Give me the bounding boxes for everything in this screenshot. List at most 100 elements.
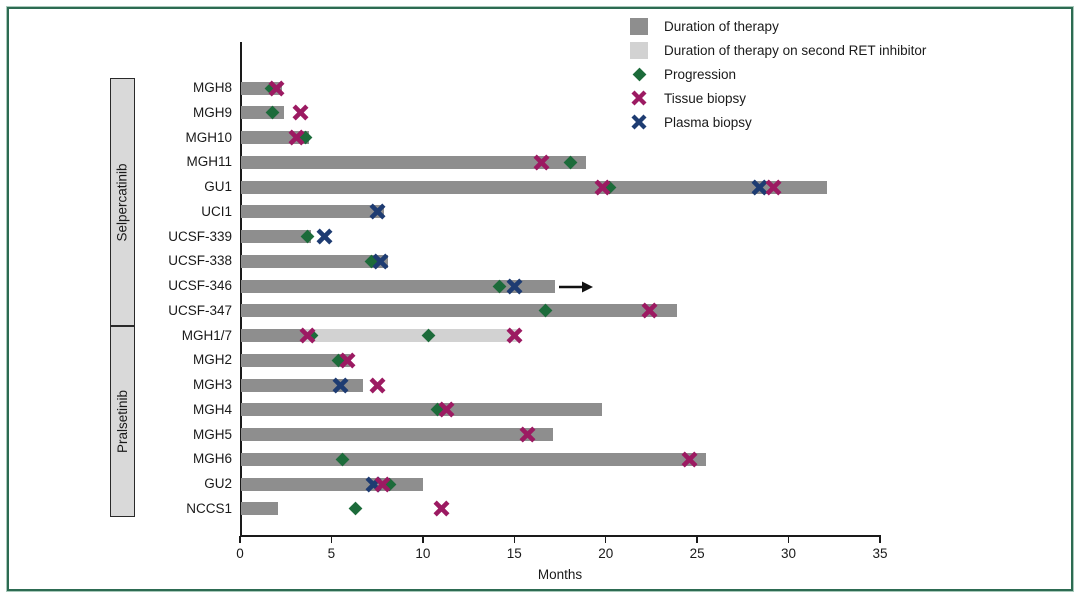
plasma-biopsy-marker bbox=[506, 278, 523, 300]
x-tick bbox=[879, 536, 881, 543]
patient-label: MGH5 bbox=[192, 426, 232, 442]
legend-label: Tissue biopsy bbox=[664, 90, 747, 106]
therapy-bar bbox=[241, 378, 363, 392]
tissue-biopsy-marker bbox=[433, 500, 450, 522]
therapy-bar bbox=[241, 428, 553, 442]
legend-second_therapy-swatch bbox=[630, 41, 648, 59]
therapy-bar bbox=[241, 254, 389, 268]
progression-marker bbox=[538, 303, 553, 323]
plasma-biopsy-marker bbox=[332, 377, 349, 399]
patient-label: MGH4 bbox=[192, 401, 232, 417]
x-tick-label: 10 bbox=[415, 546, 431, 561]
patient-label: UCI1 bbox=[201, 203, 232, 219]
progression-marker bbox=[300, 229, 315, 249]
therapy-bar bbox=[241, 205, 385, 219]
legend-plasma-x-icon bbox=[630, 114, 648, 131]
x-tick bbox=[696, 536, 698, 543]
tissue-biopsy-marker bbox=[288, 129, 305, 151]
x-tick-label: 0 bbox=[236, 546, 244, 561]
therapy-bar bbox=[241, 230, 312, 244]
plasma-biopsy-marker bbox=[316, 228, 333, 250]
x-tick bbox=[513, 536, 516, 543]
progression-marker bbox=[265, 105, 280, 125]
legend-item-tissue: Tissue biopsy bbox=[630, 86, 746, 110]
tissue-biopsy-marker bbox=[268, 80, 285, 102]
legend-tissue-x-icon bbox=[630, 90, 648, 107]
legend-label: Plasma biopsy bbox=[664, 114, 752, 130]
legend-label: Duration of therapy on second RET inhibi… bbox=[664, 42, 927, 58]
patient-label: MGH11 bbox=[186, 154, 232, 170]
x-tick-label: 20 bbox=[598, 546, 614, 561]
group-box-pralsetinib bbox=[110, 326, 135, 517]
patient-label: NCCS1 bbox=[186, 500, 232, 516]
legend-item-therapy: Duration of therapy bbox=[630, 14, 779, 38]
plasma-biopsy-marker bbox=[369, 203, 386, 225]
tissue-biopsy-marker bbox=[506, 327, 523, 349]
patient-label: UCSF-347 bbox=[168, 302, 232, 318]
tissue-biopsy-marker bbox=[299, 327, 316, 349]
plasma-biopsy-marker bbox=[372, 253, 389, 275]
group-box-selpercatinib bbox=[110, 78, 135, 326]
patient-label: UCSF-339 bbox=[168, 228, 232, 244]
progression-marker bbox=[304, 328, 319, 348]
plasma-biopsy-marker bbox=[751, 179, 768, 201]
progression-marker bbox=[602, 180, 617, 200]
therapy-bar bbox=[241, 452, 707, 466]
legend-item-progression: Progression bbox=[630, 62, 736, 86]
progression-marker bbox=[335, 452, 350, 472]
x-tick-label: 25 bbox=[689, 546, 705, 561]
tissue-biopsy-marker bbox=[519, 426, 536, 448]
therapy-bar bbox=[241, 403, 603, 417]
therapy-bar bbox=[241, 329, 304, 343]
group-label-text: Pralsetinib bbox=[115, 389, 130, 454]
progression-marker bbox=[348, 501, 363, 521]
patient-label: MGH8 bbox=[192, 80, 232, 95]
patient-label: MGH6 bbox=[192, 451, 232, 467]
legend-label: Progression bbox=[664, 66, 737, 82]
tissue-biopsy-marker bbox=[374, 476, 391, 498]
patient-label: MGH1/7 bbox=[181, 327, 232, 343]
tissue-biopsy-marker bbox=[765, 179, 782, 201]
x-tick-label: 30 bbox=[781, 546, 797, 561]
y-axis bbox=[240, 42, 242, 535]
tissue-biopsy-marker bbox=[292, 104, 309, 126]
therapy-bar bbox=[241, 279, 555, 293]
legend-item-second_therapy: Duration of therapy on second RET inhibi… bbox=[630, 38, 926, 62]
x-tick bbox=[422, 536, 424, 543]
progression-marker bbox=[421, 328, 436, 348]
patient-label: GU1 bbox=[204, 179, 232, 195]
patient-label: UCSF-338 bbox=[168, 253, 232, 269]
therapy-bar bbox=[241, 304, 678, 318]
legend-label: Duration of therapy bbox=[664, 18, 779, 34]
ongoing-arrow bbox=[558, 280, 593, 298]
legend-therapy-swatch bbox=[630, 17, 648, 35]
x-tick-label: 5 bbox=[327, 546, 336, 561]
tissue-biopsy-marker bbox=[369, 377, 386, 399]
tissue-biopsy-marker bbox=[533, 154, 550, 176]
patient-label: GU2 bbox=[204, 476, 232, 492]
x-tick bbox=[604, 536, 607, 543]
patient-label: MGH2 bbox=[192, 352, 232, 368]
progression-marker bbox=[492, 279, 507, 299]
therapy-bar bbox=[241, 502, 279, 516]
x-tick-label: 15 bbox=[506, 546, 522, 561]
x-tick bbox=[787, 536, 790, 543]
tissue-biopsy-marker bbox=[594, 179, 611, 201]
tissue-biopsy-marker bbox=[339, 352, 356, 374]
tissue-biopsy-marker bbox=[438, 401, 455, 423]
patient-label: UCSF-346 bbox=[168, 278, 232, 294]
patient-label: MGH9 bbox=[192, 104, 232, 120]
legend-progression-diamond-icon bbox=[630, 66, 648, 83]
patient-label: MGH10 bbox=[185, 129, 232, 145]
x-tick bbox=[239, 536, 241, 543]
x-axis-title: Months bbox=[537, 567, 583, 582]
therapy-bar bbox=[241, 180, 827, 194]
therapy-bar bbox=[241, 155, 586, 169]
tissue-biopsy-marker bbox=[681, 451, 698, 473]
x-tick bbox=[330, 536, 333, 543]
x-axis bbox=[240, 535, 881, 537]
progression-marker bbox=[563, 155, 578, 175]
legend-item-plasma: Plasma biopsy bbox=[630, 110, 752, 134]
